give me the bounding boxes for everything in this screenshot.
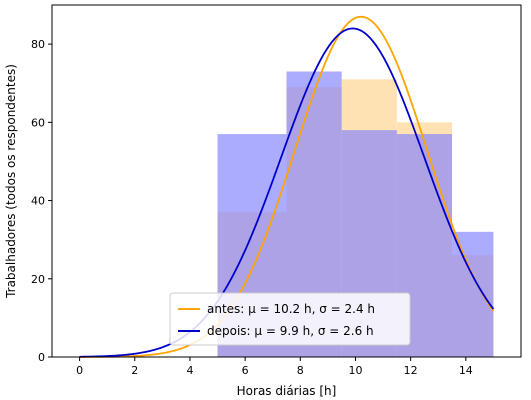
x-axis-label: Horas diárias [h] [237,384,337,398]
plot-frame [51,4,522,358]
x-tick-label: 4 [186,364,193,377]
x-tick-label: 12 [404,364,418,377]
x-tick-label: 0 [76,364,83,377]
y-tick-label: 40 [31,195,45,208]
legend: antes: μ = 10.2 h, σ = 2.4 h depois: μ = … [169,292,411,346]
y-tick-label: 20 [31,273,45,286]
x-tick-label: 2 [131,364,138,377]
x-tick-label: 8 [297,364,304,377]
antes-curve [79,15,495,358]
legend-label-depois: depois: μ = 9.9 h, σ = 2.6 h [207,324,374,338]
legend-box [169,292,411,346]
legend-label-antes: antes: μ = 10.2 h, σ = 2.4 h [207,302,375,316]
y-tick-label: 80 [31,38,45,51]
x-tick-label: 10 [348,364,362,377]
axes: 0 2 4 6 8 10 12 14 0 20 40 60 80 Horas diárias [h] Tra… [4,4,522,398]
x-tick-label: 14 [459,364,473,377]
depois-bar [452,231,494,357]
y-tick-label: 0 [38,351,45,364]
y-tick-label: 60 [31,116,45,129]
y-axis-label: Trabalhadores (todos os respondentes) [4,64,18,299]
x-tick-label: 6 [242,364,249,377]
depois-curve [79,27,495,358]
